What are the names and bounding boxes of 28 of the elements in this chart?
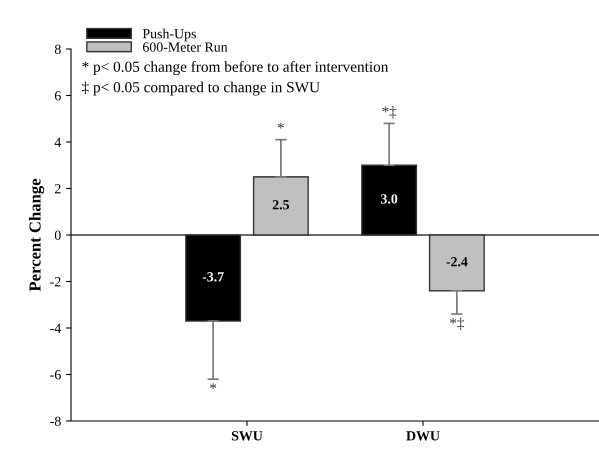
x-tick-label: DWU	[406, 431, 440, 441]
bar	[252, 176, 309, 236]
annotation: ‡ p< 0.05 compared to change in SWU	[82, 82, 320, 96]
y-tick-label: -2	[50, 277, 61, 286]
x-tick-label: SWU	[232, 431, 262, 441]
annotation: * p< 0.05 change from before to after intervention	[82, 60, 388, 76]
y-tick-label: -4	[50, 324, 62, 333]
y-tick-label: 2	[54, 184, 61, 194]
y-tick-label: 0	[54, 230, 61, 240]
legend-label: Push-Ups	[142, 28, 196, 42]
bar	[428, 234, 485, 292]
data-label: 2.5	[272, 200, 290, 210]
y-tick-label: 4	[54, 138, 62, 147]
legend-label: 600-Meter Run	[142, 42, 228, 52]
y-tick-label: 8	[54, 44, 61, 54]
y-axis-title: Percent Change	[28, 178, 44, 292]
y-tick-label: -8	[50, 416, 61, 426]
data-label: -3.7	[202, 272, 224, 282]
annotation: *	[278, 122, 284, 129]
annotation: *‡	[382, 106, 396, 118]
y-tick-label: 6	[54, 91, 61, 100]
data-label: -2.4	[446, 257, 468, 266]
annotation: *	[210, 383, 216, 389]
bar	[361, 164, 418, 236]
bar	[185, 234, 242, 322]
data-label: 3.0	[380, 194, 398, 204]
y-tick-label: -6	[50, 370, 61, 380]
annotation: *‡	[450, 318, 464, 330]
